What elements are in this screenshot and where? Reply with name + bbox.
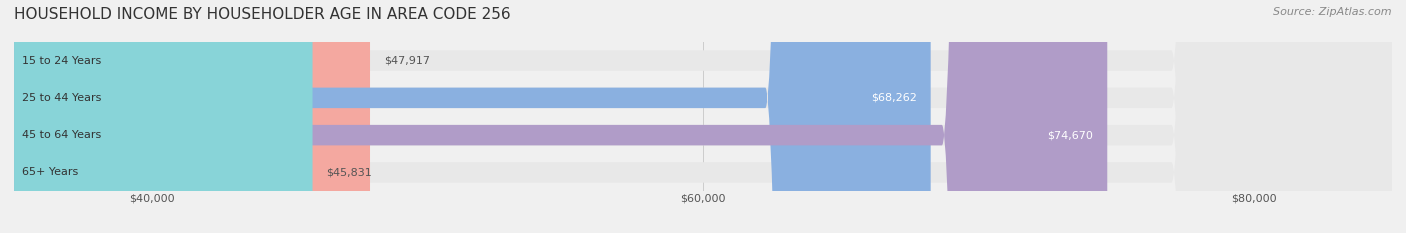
- FancyBboxPatch shape: [14, 0, 931, 233]
- FancyBboxPatch shape: [14, 0, 312, 233]
- Text: $74,670: $74,670: [1047, 130, 1094, 140]
- Text: 25 to 44 Years: 25 to 44 Years: [22, 93, 101, 103]
- FancyBboxPatch shape: [14, 0, 1108, 233]
- Text: $45,831: $45,831: [326, 168, 373, 177]
- Text: Source: ZipAtlas.com: Source: ZipAtlas.com: [1274, 7, 1392, 17]
- FancyBboxPatch shape: [14, 0, 1392, 233]
- Text: HOUSEHOLD INCOME BY HOUSEHOLDER AGE IN AREA CODE 256: HOUSEHOLD INCOME BY HOUSEHOLDER AGE IN A…: [14, 7, 510, 22]
- Text: 15 to 24 Years: 15 to 24 Years: [22, 56, 101, 65]
- FancyBboxPatch shape: [14, 0, 370, 233]
- FancyBboxPatch shape: [14, 0, 1392, 233]
- Text: $47,917: $47,917: [384, 56, 430, 65]
- Text: $68,262: $68,262: [872, 93, 917, 103]
- Text: 65+ Years: 65+ Years: [22, 168, 79, 177]
- Text: 45 to 64 Years: 45 to 64 Years: [22, 130, 101, 140]
- FancyBboxPatch shape: [14, 0, 1392, 233]
- FancyBboxPatch shape: [14, 0, 1392, 233]
